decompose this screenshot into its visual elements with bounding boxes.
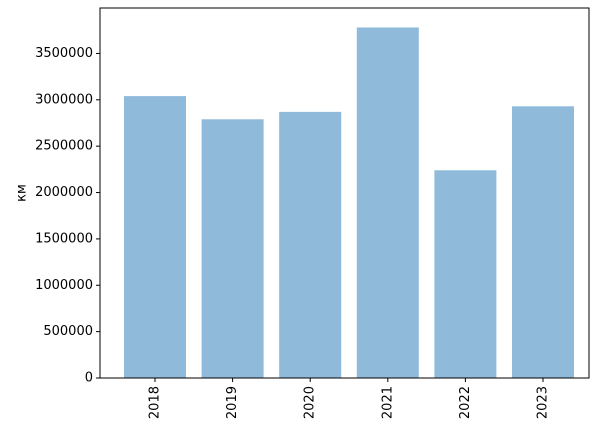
x-tick-label: 2018 <box>148 386 163 419</box>
bar <box>279 111 342 378</box>
bar <box>201 119 264 378</box>
y-tick-label: 2000000 <box>35 185 93 200</box>
y-tick-label: 1500000 <box>35 231 93 246</box>
bar <box>356 27 419 378</box>
y-tick-label: 2500000 <box>35 139 93 154</box>
bar <box>512 106 574 378</box>
y-tick-label: 1000000 <box>35 278 93 293</box>
x-tick-label: 2019 <box>225 386 240 419</box>
y-axis-label: км <box>15 184 30 202</box>
x-tick-label: 2022 <box>458 386 473 419</box>
y-tick-label: 0 <box>85 371 93 386</box>
x-tick-label: 2020 <box>303 386 318 419</box>
y-tick-label: 500000 <box>43 324 93 339</box>
bar <box>124 96 186 378</box>
bar <box>434 170 497 378</box>
y-tick-label: 3500000 <box>35 46 93 61</box>
y-tick-label: 3000000 <box>35 92 93 107</box>
x-tick-label: 2023 <box>536 386 551 419</box>
x-tick-label: 2021 <box>380 386 395 419</box>
plot-frame <box>99 7 590 379</box>
